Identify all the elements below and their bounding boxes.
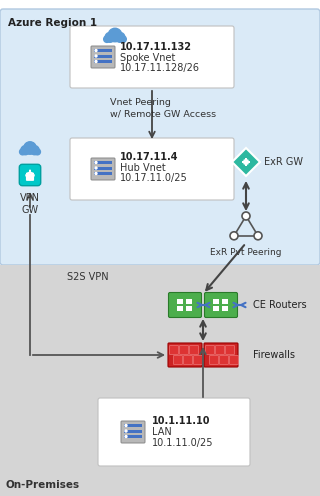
FancyBboxPatch shape xyxy=(215,346,225,355)
Circle shape xyxy=(95,167,97,169)
FancyBboxPatch shape xyxy=(229,356,238,365)
Text: ExR Pvt Peering: ExR Pvt Peering xyxy=(210,248,282,257)
Circle shape xyxy=(21,146,30,155)
FancyBboxPatch shape xyxy=(173,356,182,365)
Circle shape xyxy=(125,430,127,432)
Text: LAN: LAN xyxy=(152,427,172,437)
FancyBboxPatch shape xyxy=(194,356,203,365)
Text: 10.17.11.0/25: 10.17.11.0/25 xyxy=(120,173,188,183)
Circle shape xyxy=(105,32,115,42)
FancyBboxPatch shape xyxy=(19,164,41,186)
Bar xyxy=(0,265,320,496)
Text: VPN
GW: VPN GW xyxy=(20,193,40,215)
FancyBboxPatch shape xyxy=(121,421,145,443)
Text: 10.1.11.0/25: 10.1.11.0/25 xyxy=(152,438,213,448)
Circle shape xyxy=(125,435,127,437)
Polygon shape xyxy=(232,148,260,176)
Circle shape xyxy=(108,28,122,42)
Text: Spoke Vnet: Spoke Vnet xyxy=(120,53,175,63)
FancyBboxPatch shape xyxy=(204,293,237,317)
Bar xyxy=(124,430,142,433)
Text: Vnet Peering
w/ Remote GW Access: Vnet Peering w/ Remote GW Access xyxy=(110,98,216,119)
FancyBboxPatch shape xyxy=(169,293,202,317)
FancyBboxPatch shape xyxy=(168,343,202,367)
FancyBboxPatch shape xyxy=(220,356,228,365)
Circle shape xyxy=(95,162,97,164)
Circle shape xyxy=(95,55,97,57)
Circle shape xyxy=(230,232,238,240)
FancyBboxPatch shape xyxy=(226,346,235,355)
Bar xyxy=(124,424,142,427)
Bar xyxy=(222,299,228,304)
Bar xyxy=(94,49,112,52)
FancyBboxPatch shape xyxy=(70,26,234,88)
Circle shape xyxy=(242,212,250,220)
Circle shape xyxy=(104,36,110,43)
Bar xyxy=(177,299,183,304)
Bar xyxy=(222,306,228,311)
Bar xyxy=(94,55,112,58)
FancyBboxPatch shape xyxy=(183,356,193,365)
Bar xyxy=(94,60,112,63)
FancyBboxPatch shape xyxy=(205,346,214,355)
Bar xyxy=(94,167,112,170)
Circle shape xyxy=(120,36,126,43)
FancyBboxPatch shape xyxy=(180,346,188,355)
Circle shape xyxy=(95,50,97,52)
Text: 10.17.11.132: 10.17.11.132 xyxy=(120,42,192,52)
FancyBboxPatch shape xyxy=(70,138,234,200)
FancyBboxPatch shape xyxy=(170,346,179,355)
Text: S2S VPN: S2S VPN xyxy=(67,272,109,282)
Bar xyxy=(186,299,192,304)
FancyBboxPatch shape xyxy=(98,398,250,466)
Bar xyxy=(213,299,219,304)
Circle shape xyxy=(30,146,39,155)
FancyBboxPatch shape xyxy=(91,158,115,180)
Text: Hub Vnet: Hub Vnet xyxy=(120,163,166,173)
Bar xyxy=(94,172,112,175)
FancyBboxPatch shape xyxy=(210,356,219,365)
Bar xyxy=(124,435,142,438)
Circle shape xyxy=(95,61,97,62)
Text: Firewalls: Firewalls xyxy=(253,350,295,360)
Circle shape xyxy=(125,425,127,427)
Text: 10.1.11.10: 10.1.11.10 xyxy=(152,416,211,426)
FancyBboxPatch shape xyxy=(91,46,115,68)
Bar xyxy=(94,161,112,164)
Bar xyxy=(177,306,183,311)
Circle shape xyxy=(95,173,97,175)
FancyBboxPatch shape xyxy=(189,346,198,355)
FancyBboxPatch shape xyxy=(26,174,34,181)
Text: 10.17.11.4: 10.17.11.4 xyxy=(120,152,179,162)
Circle shape xyxy=(35,149,40,155)
Bar xyxy=(213,306,219,311)
Text: CE Routers: CE Routers xyxy=(253,300,307,310)
FancyBboxPatch shape xyxy=(204,343,238,367)
Circle shape xyxy=(254,232,262,240)
Bar xyxy=(186,306,192,311)
Text: ExR GW: ExR GW xyxy=(264,157,303,167)
Circle shape xyxy=(115,32,125,42)
FancyBboxPatch shape xyxy=(0,9,320,265)
Text: 10.17.11.128/26: 10.17.11.128/26 xyxy=(120,63,200,73)
Circle shape xyxy=(20,149,26,155)
Circle shape xyxy=(24,142,36,154)
Text: On-Premises: On-Premises xyxy=(6,480,80,490)
Text: Azure Region 1: Azure Region 1 xyxy=(8,18,97,28)
